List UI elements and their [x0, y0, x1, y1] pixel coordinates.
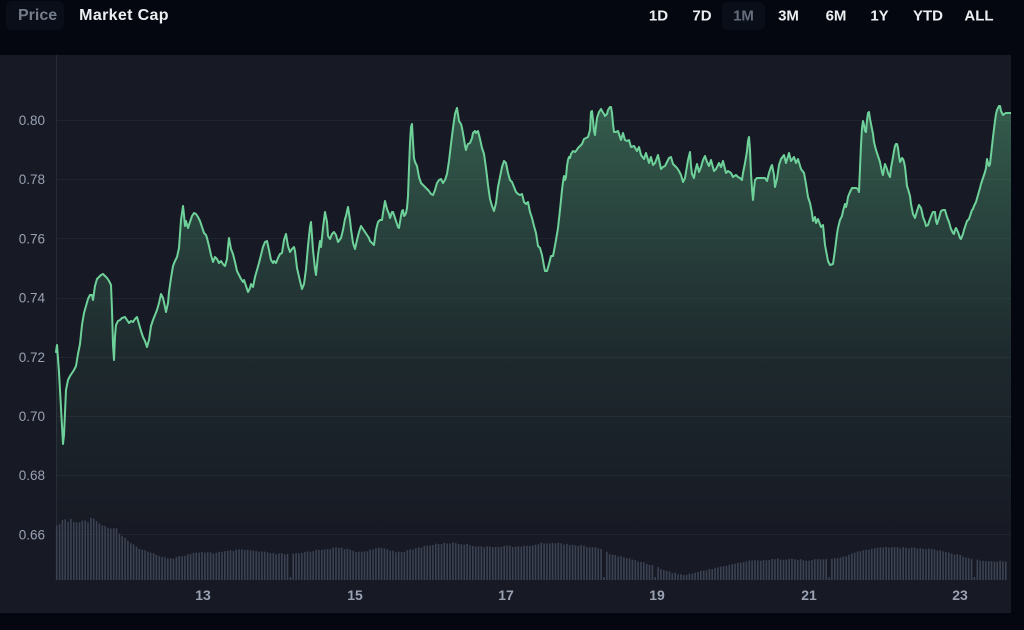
svg-text:0.70: 0.70	[19, 409, 45, 424]
svg-text:0.66: 0.66	[19, 527, 45, 542]
svg-text:0.78: 0.78	[19, 172, 45, 187]
svg-text:19: 19	[649, 587, 665, 603]
svg-text:0.72: 0.72	[19, 350, 45, 365]
svg-text:17: 17	[498, 587, 514, 603]
svg-text:0.80: 0.80	[19, 113, 45, 128]
svg-text:13: 13	[195, 587, 211, 603]
svg-text:15: 15	[347, 587, 363, 603]
svg-text:0.68: 0.68	[19, 468, 45, 483]
svg-text:21: 21	[801, 587, 817, 603]
svg-text:0.76: 0.76	[19, 231, 45, 246]
svg-text:0.74: 0.74	[19, 291, 46, 306]
svg-text:23: 23	[952, 587, 968, 603]
